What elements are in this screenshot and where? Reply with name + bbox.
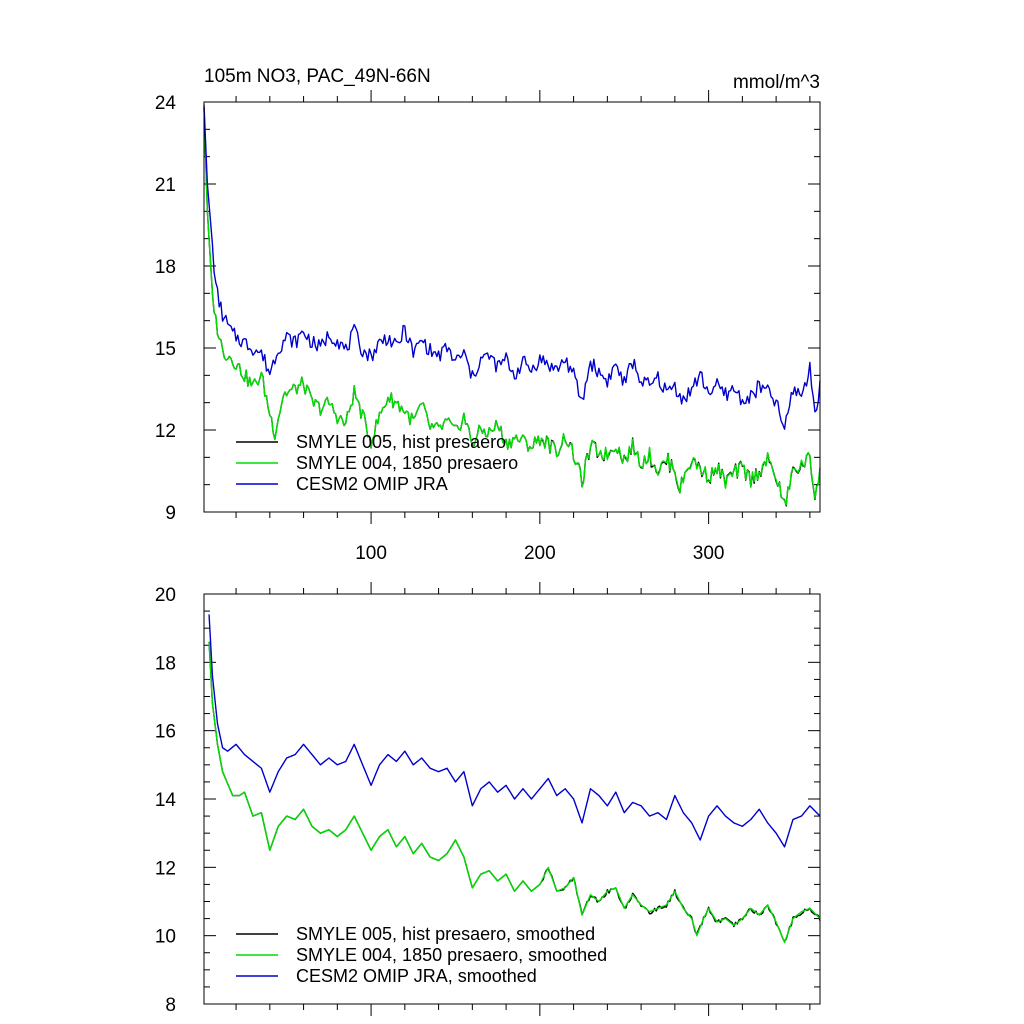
top-panel-title: 105m NO3, PAC_49N-66N xyxy=(204,66,431,87)
y-tick-label: 9 xyxy=(165,503,176,524)
top-panel-lines xyxy=(203,104,821,507)
x-tick-label: 200 xyxy=(524,543,556,564)
legend-label-omip: CESM2 OMIP JRA xyxy=(296,474,448,494)
bottom-panel: 8 10 12 14 16 18 20 SMYLE 005, hist presaero, … xyxy=(155,582,821,1016)
legend-label-p1850: SMYLE 004, 1850 presaero, smoothed xyxy=(296,945,607,965)
y-tick-label: 15 xyxy=(155,339,176,360)
series-line-p1850 xyxy=(208,641,821,944)
y-tick-label: 21 xyxy=(155,175,176,196)
series-line-p1850 xyxy=(203,107,821,506)
series-line-hist xyxy=(208,641,821,943)
y-tick-label: 8 xyxy=(165,995,176,1016)
legend-label-p1850: SMYLE 004, 1850 presaero xyxy=(296,453,518,473)
legend-label-hist: SMYLE 005, hist presaero, smoothed xyxy=(296,924,595,944)
top-panel-frame xyxy=(203,101,821,513)
y-tick-label: 14 xyxy=(155,790,177,811)
y-tick-label: 24 xyxy=(155,93,177,114)
legend-label-hist: SMYLE 005, hist presaero xyxy=(296,432,506,452)
x-tick-label: 300 xyxy=(693,543,725,564)
x-tick-label: 100 xyxy=(355,543,387,564)
top-panel-units: mmol/m^3 xyxy=(733,72,820,93)
top-panel-ticks: 9 12 15 18 21 24 100 200 300 xyxy=(155,90,820,564)
y-tick-label: 16 xyxy=(155,722,176,743)
series-line-omip xyxy=(203,104,821,430)
bottom-panel-legend: SMYLE 005, hist presaero, smoothedSMYLE … xyxy=(236,924,607,986)
legend-label-omip: CESM2 OMIP JRA, smoothed xyxy=(296,966,537,986)
y-tick-label: 12 xyxy=(155,421,176,442)
bottom-panel-lines xyxy=(208,614,821,944)
y-tick-label: 18 xyxy=(155,653,176,674)
y-tick-label: 20 xyxy=(155,585,176,606)
y-tick-label: 18 xyxy=(155,257,176,278)
bottom-panel-ticks: 8 10 12 14 16 18 20 xyxy=(155,582,820,1016)
bottom-panel-frame xyxy=(203,593,821,1005)
series-line-omip xyxy=(208,614,821,848)
y-tick-label: 12 xyxy=(155,858,176,879)
y-tick-label: 10 xyxy=(155,927,176,948)
top-panel: 105m NO3, PAC_49N-66N mmol/m^3 9 12 15 18 21… xyxy=(155,66,821,564)
